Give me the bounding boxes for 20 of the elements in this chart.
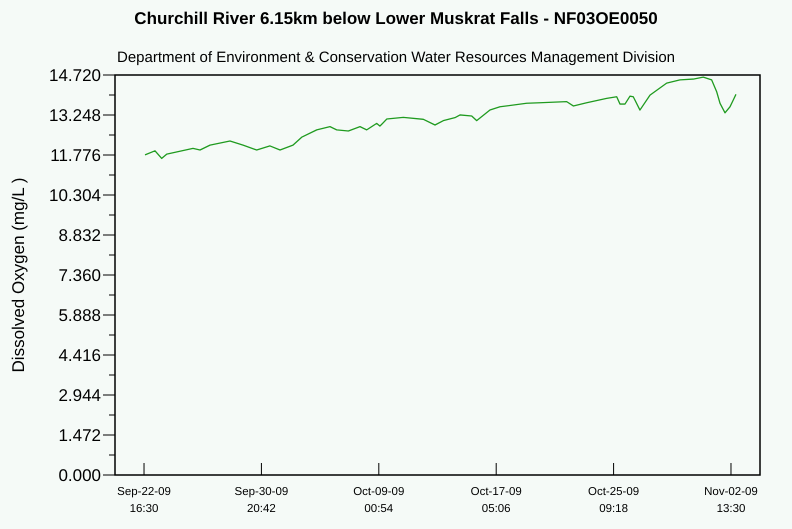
y-tick-label: 5.888: [58, 306, 101, 325]
chart-title: Churchill River 6.15km below Lower Muskrat Falls - NF03OE0050: [134, 9, 658, 28]
x-tick-label: Sep-30-09 20:42: [234, 486, 288, 515]
y-tick-label: 13.248: [49, 106, 101, 125]
y-axis-title: Dissolved Oxygen (mg/L ): [9, 178, 28, 372]
y-tick-label: 10.304: [49, 186, 101, 205]
x-tick-label: Oct-17-09 05:06: [470, 486, 522, 515]
y-tick-label: 1.472: [58, 426, 101, 445]
x-tick-label: Oct-09-09 00:54: [353, 486, 404, 515]
y-tick-label: 8.832: [58, 226, 101, 245]
y-tick-label: 4.416: [58, 346, 101, 365]
x-tick-label: Sep-22-09 16:30: [117, 486, 171, 515]
x-tick-label: Oct-25-09 09:18: [588, 486, 640, 515]
y-tick-label: 11.776: [50, 146, 101, 165]
chart-subtitle: Department of Environment & Conservation Water Resources Management Division: [116, 49, 676, 66]
y-tick-label: 0.000: [58, 466, 101, 485]
y-tick-label: 2.944: [58, 386, 101, 405]
y-tick-label: 14.720: [49, 66, 101, 85]
y-tick-label: 7.360: [58, 266, 101, 285]
x-tick-label: Nov-02-09 13:30: [704, 486, 758, 515]
